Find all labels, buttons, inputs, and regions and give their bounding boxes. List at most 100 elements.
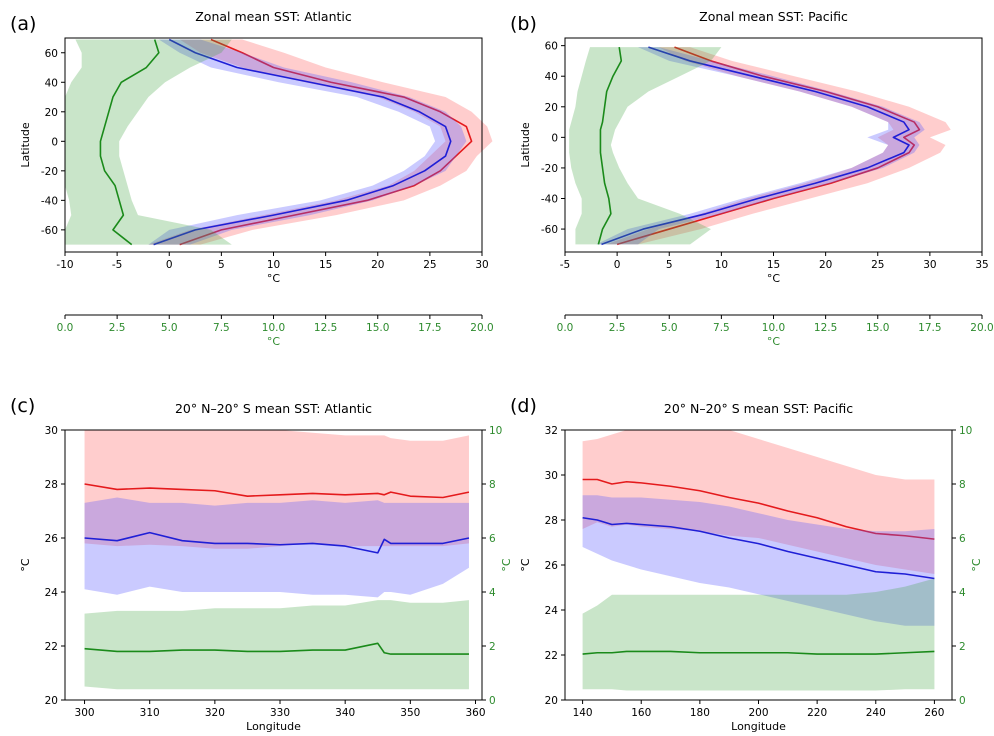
x-tick-label-c: 350 [400,707,420,719]
x-tick-label-a: 5 [218,259,225,271]
x-tick-label-a: 0 [166,259,173,271]
x-tick-label-d: 240 [866,707,886,719]
plot-area-a [65,38,493,246]
x-tick-label-b: 35 [975,259,988,271]
axes-frame-c [64,429,483,701]
y-tick-label-a: -40 [41,195,58,207]
y-tick-label-a: 40 [45,77,58,89]
panel-letter-c: (c) [10,395,35,417]
y-tick-label-b: 40 [545,71,558,83]
x-tick-label-a: -10 [56,259,73,271]
x2-tick-label-b: 2.5 [609,322,626,334]
y-tick-label-a: 60 [45,48,58,60]
x-tick-label-b: 15 [767,259,780,271]
x-tick-label-b: 25 [871,259,884,271]
x-tick-label-c: 310 [140,707,160,719]
band-a-green [65,39,232,245]
band-a-red [148,39,493,245]
line-d-blue [582,516,935,580]
y-tick-label-d: 32 [545,425,558,437]
line-a-red [179,38,473,246]
band-d-blue [582,495,935,626]
x2-axis-label-b: °C [767,335,781,348]
y-tick-label-d: 24 [545,605,559,617]
x-tick-label-d: 140 [573,707,593,719]
line-c-red [84,483,470,499]
y-axis-label-a: Latitude [19,122,32,168]
y-tick-label-a: -20 [41,166,58,178]
y2-axis-label-d: °C [970,558,983,572]
y2-axis-label-c: °C [500,558,513,572]
x2-tick-label-b: 15.0 [866,322,889,334]
x-axis-label-b: °C [767,272,781,285]
plot-area-c [84,430,470,690]
x-tick-label-d: 180 [690,707,710,719]
y-tick-label-d: 30 [545,470,558,482]
chart-title-a: Zonal mean SST: Atlantic [195,9,352,24]
chart-title-d: 20° N–20° S mean SST: Pacific [664,401,853,416]
plot-area-b [569,46,951,246]
line-a-blue [153,38,452,246]
y-tick-label-c: 30 [45,425,58,437]
panel-letter-d: (d) [510,395,537,417]
y-tick-label-b: -40 [541,194,558,206]
y2-tick-label-d: 0 [959,695,966,707]
line-b-green [597,47,623,245]
x2-tick-label-b: 20.0 [970,322,993,334]
y2-tick-label-d: 10 [959,425,972,437]
x2-tick-label-b: 10.0 [762,322,785,334]
x2-tick-label-b: 0.0 [557,322,574,334]
x-tick-label-c: 320 [205,707,225,719]
y-tick-label-c: 22 [45,641,58,653]
x-tick-label-c: 340 [335,707,355,719]
x-axis-label-d: Longitude [731,720,786,733]
y-tick-label-b: -20 [541,163,558,175]
y-axis-label-c: °C [19,558,32,572]
x-tick-label-d: 200 [748,707,768,719]
line-a-green [99,39,160,246]
chart-title-c: 20° N–20° S mean SST: Atlantic [175,401,372,416]
x-tick-label-a: 25 [423,259,436,271]
panel-letter-a: (a) [10,13,36,35]
y2-tick-label-d: 6 [959,533,966,545]
band-b-red [606,47,951,245]
y-tick-label-a: 20 [45,107,58,119]
plot-area-d [582,430,935,691]
x-tick-label-d: 260 [924,707,944,719]
band-c-green [84,600,469,690]
y2-tick-label-c: 10 [489,425,502,437]
x2-tick-label-a: 10.0 [262,322,285,334]
panel-c: (c) 20° N–20° S mean SST: Atlantic 300 310 3… [10,395,513,733]
x-tick-label-c: 360 [465,707,485,719]
band-d-green [582,578,935,691]
y-tick-label-b: -60 [541,224,558,236]
x-tick-label-c: 330 [270,707,290,719]
x2-tick-label-a: 2.5 [109,322,126,334]
x-tick-label-b: 0 [614,259,621,271]
y2-tick-label-c: 2 [489,641,496,653]
x-tick-label-b: 30 [923,259,936,271]
x2-axis-label-a: °C [267,335,281,348]
panel-letter-b: (b) [510,13,537,35]
panel-b: (b) Zonal mean SST: Pacific -5 0 5 10 15 20 25 30… [510,9,994,348]
y-tick-label-d: 28 [545,515,558,527]
x-tick-label-c: 300 [75,707,95,719]
y-tick-label-d: 22 [545,650,558,662]
x-tick-label-b: 5 [666,259,673,271]
x2-tick-label-a: 20.0 [470,322,493,334]
x2-tick-label-a: 7.5 [213,322,230,334]
x2-tick-label-a: 12.5 [314,322,337,334]
y2-tick-label-c: 4 [489,587,496,599]
band-d-red [582,430,935,574]
x-tick-label-d: 220 [807,707,827,719]
x2-tick-label-b: 12.5 [814,322,837,334]
x2-tick-label-a: 17.5 [418,322,441,334]
panel-a: (a) Zonal mean SST: Atlantic -10 -5 0 5 10 15 20… [10,9,494,348]
x-tick-label-a: -5 [112,259,122,271]
y-tick-label-c: 24 [45,587,59,599]
line-d-red [582,478,935,540]
y-tick-label-b: 0 [551,132,558,144]
x-axis-label-a: °C [267,272,281,285]
y-tick-label-d: 26 [545,560,559,572]
line-c-blue [84,531,470,554]
